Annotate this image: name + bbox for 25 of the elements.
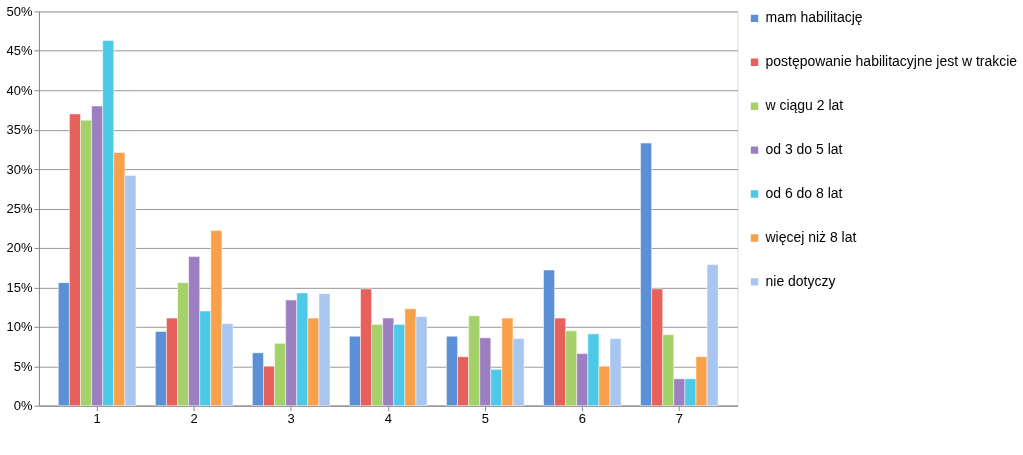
y-tick-label: 20% bbox=[6, 240, 33, 256]
y-tick-label: 0% bbox=[13, 398, 33, 414]
legend-label: więcej niż 8 lat bbox=[764, 228, 857, 245]
x-tick-label: 7 bbox=[675, 411, 683, 427]
legend-label: od 6 do 8 lat bbox=[765, 185, 843, 202]
y-tick-label: 40% bbox=[6, 82, 33, 98]
x-tick-label: 1 bbox=[93, 411, 101, 427]
y-tick-label: 25% bbox=[6, 201, 33, 216]
y-tick-label: 35% bbox=[6, 122, 33, 138]
y-tick-label: 45% bbox=[6, 43, 33, 59]
x-tick-label: 3 bbox=[287, 411, 295, 427]
legend-label: mam habilitację bbox=[765, 9, 863, 26]
x-tick-label: 4 bbox=[384, 411, 392, 427]
y-tick-label: 5% bbox=[13, 358, 33, 374]
legend-label: postępowanie habilitacyjne jest w trakcie bbox=[765, 53, 1018, 70]
legend-label: w ciągu 2 lat bbox=[764, 97, 844, 114]
legend-label: nie dotyczy bbox=[765, 272, 836, 289]
legend-label: od 3 do 5 lat bbox=[765, 141, 843, 158]
y-tick-label: 50% bbox=[6, 3, 33, 19]
y-tick-label: 30% bbox=[6, 161, 33, 177]
y-tick-label: 10% bbox=[6, 319, 33, 335]
x-tick-label: 6 bbox=[578, 411, 586, 427]
x-tick-label: 2 bbox=[190, 411, 198, 427]
y-tick-label: 15% bbox=[6, 279, 33, 295]
x-tick-label: 5 bbox=[481, 411, 489, 427]
